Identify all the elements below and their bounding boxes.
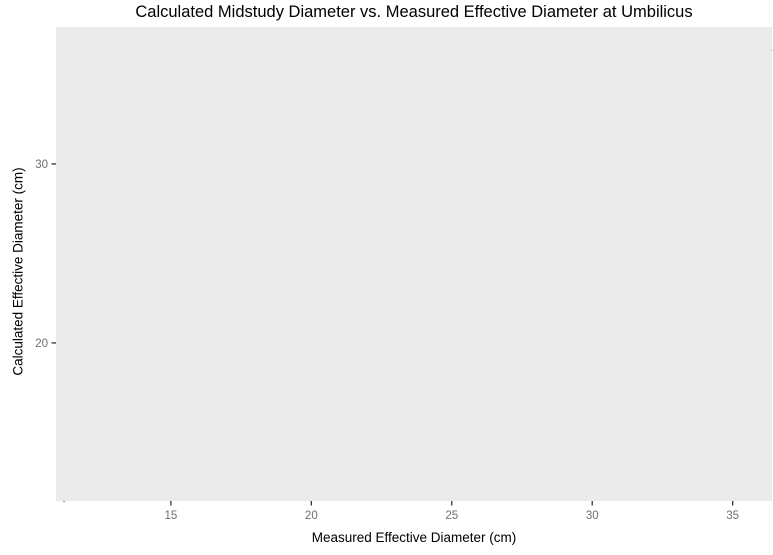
chart-title: Calculated Midstudy Diameter vs. Measure… bbox=[135, 3, 693, 21]
x-tick-label: 35 bbox=[726, 510, 739, 522]
y-axis-label: Calculated Effective Diameter (cm) bbox=[10, 167, 26, 376]
axis-tick-labels: 15 20 25 30 35 20 30 bbox=[35, 159, 739, 522]
x-tick-label: 25 bbox=[445, 510, 458, 522]
x-tick-label: 20 bbox=[305, 510, 318, 522]
axis-tick-marks bbox=[51, 163, 734, 506]
x-tick-label: 30 bbox=[586, 510, 599, 522]
plot-panel-bg bbox=[56, 27, 772, 501]
x-axis-label: Measured Effective Diameter (cm) bbox=[311, 530, 517, 545]
y-tick-label: 20 bbox=[35, 338, 48, 350]
y-tick-label: 30 bbox=[35, 159, 48, 171]
x-tick-label: 15 bbox=[164, 510, 177, 522]
